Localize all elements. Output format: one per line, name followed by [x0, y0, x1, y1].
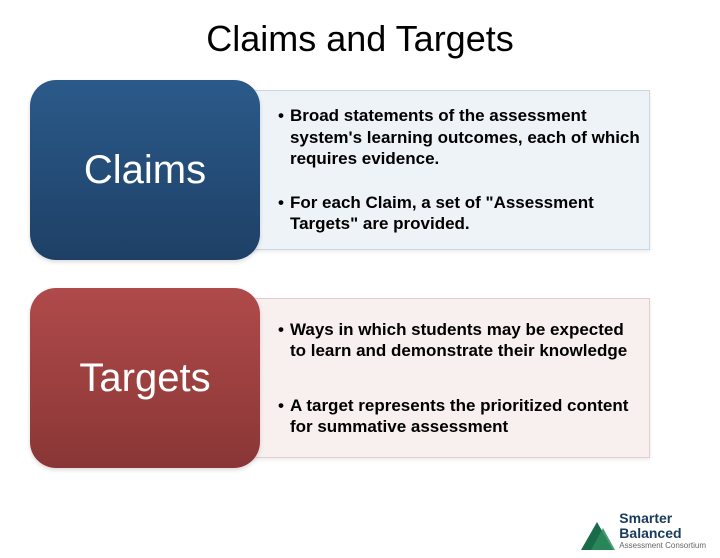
- bullet-text: Ways in which students may be expected t…: [290, 319, 640, 362]
- bullet-text: For each Claim, a set of "Assessment Tar…: [290, 192, 640, 235]
- smarter-balanced-logo: Smarter Balanced Assessment Consortium: [581, 511, 706, 550]
- bullet-text: Broad statements of the assessment syste…: [290, 105, 640, 169]
- targets-bullets: • Ways in which students may be expected…: [278, 302, 640, 454]
- list-item: • Broad statements of the assessment sys…: [278, 105, 640, 169]
- claims-bullets: • Broad statements of the assessment sys…: [278, 94, 640, 246]
- logo-line3: Assessment Consortium: [619, 542, 706, 550]
- logo-text: Smarter Balanced Assessment Consortium: [619, 511, 706, 550]
- list-item: • A target represents the prioritized co…: [278, 395, 640, 438]
- list-item: • Ways in which students may be expected…: [278, 319, 640, 362]
- logo-line1: Smarter: [619, 511, 706, 526]
- logo-line2: Balanced: [619, 526, 706, 541]
- targets-label: Targets: [79, 356, 210, 401]
- bullet-icon: •: [278, 395, 284, 438]
- bullet-text: A target represents the prioritized cont…: [290, 395, 640, 438]
- targets-row: Targets • Ways in which students may be …: [30, 288, 700, 468]
- page-title: Claims and Targets: [0, 18, 720, 60]
- bullet-icon: •: [278, 319, 284, 362]
- logo-mark-icon: [581, 516, 615, 550]
- claims-label: Claims: [84, 148, 206, 193]
- claims-row: Claims • Broad statements of the assessm…: [30, 80, 700, 260]
- list-item: • For each Claim, a set of "Assessment T…: [278, 192, 640, 235]
- claims-pill: Claims: [30, 80, 260, 260]
- bullet-icon: •: [278, 192, 284, 235]
- bullet-icon: •: [278, 105, 284, 169]
- targets-pill: Targets: [30, 288, 260, 468]
